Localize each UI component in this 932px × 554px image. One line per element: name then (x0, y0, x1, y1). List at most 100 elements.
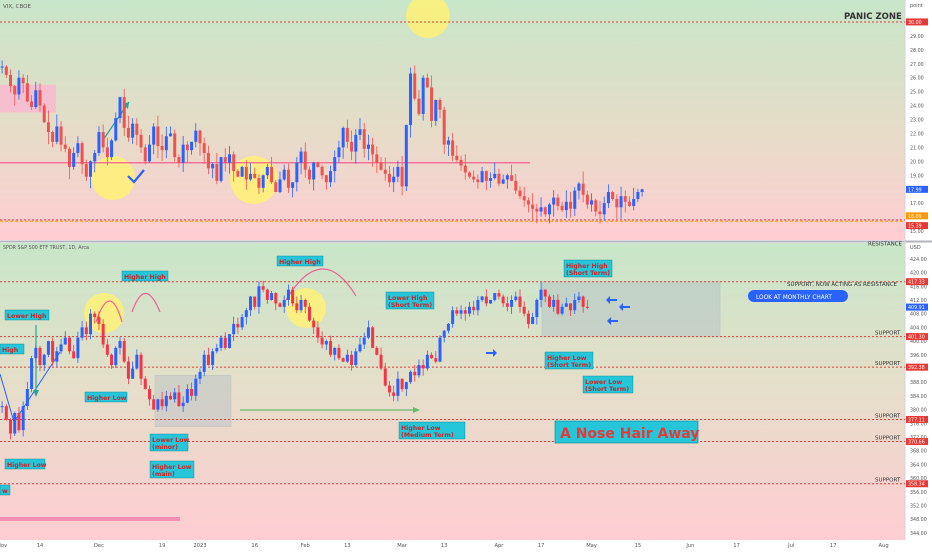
vix-highlight-circle (91, 156, 135, 200)
spy-candle (547, 296, 551, 307)
vix-candle (379, 162, 383, 170)
vix-candle (93, 152, 97, 162)
look-monthly-pill[interactable] (748, 290, 848, 302)
spy-pink-arc (131, 292, 161, 313)
panic-zone-label: PANIC ZONE (844, 12, 902, 22)
vix-price-tag-text: 30.00 (908, 20, 922, 26)
vix-candle (358, 129, 362, 135)
spy-candle (219, 337, 223, 348)
vix-candle (147, 144, 151, 162)
vix-y-tick-label: 25.00 (910, 90, 924, 96)
annotation-text-higher-low-st: Higher Low (547, 355, 587, 362)
vix-candle (484, 171, 488, 181)
spy-candle (164, 395, 168, 407)
time-axis-label: Mar (397, 543, 408, 549)
spy-candle (341, 358, 345, 362)
vix-candle (118, 97, 122, 119)
vix-candle (152, 126, 156, 145)
spy-y-tick-label: 396.00 (910, 353, 927, 359)
annotation-box-higher-low-left (4, 458, 46, 470)
spy-y-tick-label: 360.00 (910, 476, 927, 482)
vix-candle (177, 157, 181, 163)
spy-candle (139, 354, 143, 379)
vix-candle (333, 157, 337, 172)
vix-candle (274, 182, 278, 192)
spy-blue-arrow-icon (486, 349, 497, 357)
vix-price-tag-text: 15.39 (908, 224, 922, 230)
vix-price-tag (906, 185, 928, 193)
spy-y-tick-label: 404.00 (910, 325, 927, 331)
annotation-text-lower-high-st: (Short Term) (388, 302, 432, 309)
vix-candle (602, 203, 606, 215)
vix-candle (560, 205, 564, 211)
spy-price-tag-text: 409.91 (908, 305, 925, 311)
spy-y-tick-label: 376.00 (910, 421, 927, 427)
spy-candle (425, 354, 429, 369)
vix-highlight-circle (406, 0, 450, 38)
annotation-box-higher-high-1 (121, 270, 169, 282)
spy-candle (514, 296, 518, 300)
vix-checkmark-icon (127, 169, 145, 184)
spy-candle (560, 306, 564, 314)
spy-candle (375, 347, 379, 355)
time-axis-label: 13 (344, 543, 351, 549)
spy-symbol-label[interactable]: SPDR S&P 500 ETF TRUST, 1D, Arca (3, 245, 89, 251)
vix-candle (46, 122, 50, 133)
spy-price-tag-text: 417.33 (908, 280, 925, 286)
vix-candle (417, 98, 421, 114)
annotation-text-higher-low-1: Higher Low (87, 395, 127, 402)
spy-candle (244, 310, 248, 318)
spy-candle (455, 310, 459, 314)
vix-candle (240, 166, 244, 177)
vix-candle (472, 176, 476, 180)
spy-candle (438, 337, 442, 362)
support-level-label: SUPPORT (875, 478, 901, 484)
vix-y-tick-label: 23.00 (910, 118, 924, 124)
vix-candle (510, 175, 514, 181)
vix-candle (13, 86, 17, 95)
vix-candle (632, 198, 636, 206)
spy-candle (227, 334, 231, 348)
vix-candle (105, 147, 109, 158)
vix-candle (312, 162, 316, 180)
vix-candle (396, 166, 400, 177)
annotation-text-higher-high-st: Higher High (566, 263, 608, 270)
annotation-box-lower-low-minor (149, 433, 189, 452)
vix-candle (611, 192, 615, 199)
spy-candle (198, 371, 202, 379)
annotation-box-lower-high-st (385, 291, 435, 310)
spy-candle (265, 289, 269, 300)
look-monthly-text: LOOK AT MONTHLY CHART (756, 295, 832, 301)
vix-candle (421, 77, 425, 114)
vix-candle (236, 171, 240, 177)
spy-candle (152, 399, 156, 410)
time-axis-label: Apr (494, 543, 504, 549)
spy-candle (34, 347, 38, 359)
spy-blue-arrow-icon (606, 296, 617, 304)
vix-symbol-label[interactable]: VIX, CBOE (3, 4, 31, 10)
annotation-box-higher-low-1 (84, 391, 128, 403)
vix-candle (522, 196, 526, 201)
vix-candle (329, 171, 333, 183)
spy-candle (493, 293, 497, 300)
nose-hair-box (554, 420, 699, 444)
time-axis-label: Dec (94, 543, 104, 549)
spy-candle (55, 351, 59, 362)
time-axis-label: Feb (301, 543, 311, 549)
vix-candle (223, 157, 227, 163)
vix-candle (543, 207, 547, 215)
spy-y-tick-label: 348.00 (910, 517, 927, 523)
spy-highlight-circle (286, 288, 326, 328)
vix-y-tick-label: 27.00 (910, 62, 924, 68)
time-axis-background[interactable] (0, 540, 932, 550)
spy-candle (371, 327, 375, 348)
vix-candle (619, 196, 623, 208)
time-axis-label: Jul (787, 543, 794, 549)
time-axis-label: 17 (733, 543, 740, 549)
vix-candle (244, 166, 248, 180)
annotation-text-lower-low-st: (Short Term) (585, 386, 629, 393)
spy-candle (581, 296, 585, 307)
spy-price-tag-text: 377.11 (908, 417, 925, 423)
vix-candle (371, 144, 375, 155)
